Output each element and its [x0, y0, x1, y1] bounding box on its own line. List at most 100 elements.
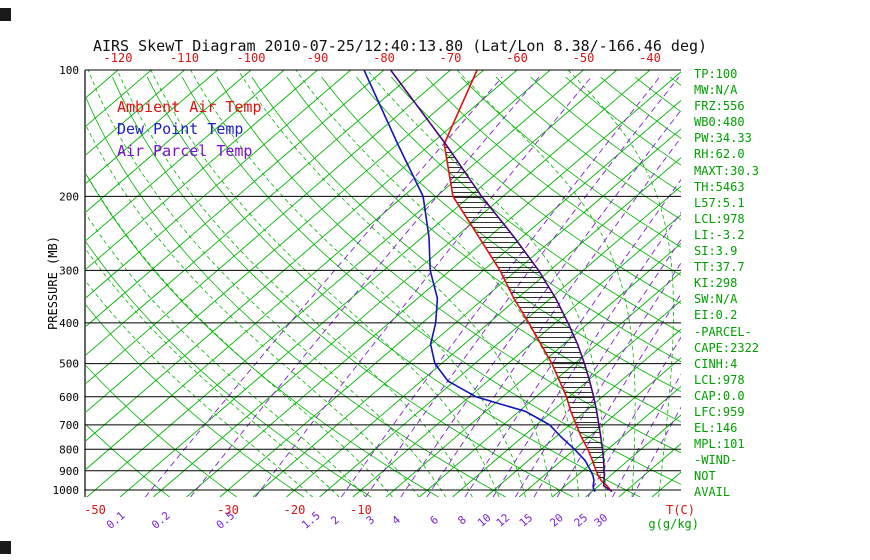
mixing-ratio-line [492, 211, 681, 497]
bottom-temp-tick-label: -50 [84, 503, 106, 517]
stats-line: MW:N/A [694, 83, 738, 98]
dry-adiabat-line [86, 365, 238, 497]
dry-adiabat-line [216, 76, 681, 454]
cape-hatch-area [444, 144, 605, 481]
chart-title: AIRS SkewT Diagram 2010-07-25/12:40:13.8… [92, 37, 708, 55]
ambient-temp-curve [443, 70, 613, 493]
sounding-curves [363, 70, 613, 493]
mixing-ratio-tick-label: 25 [572, 511, 591, 529]
window-corner-mark-bottom [0, 541, 11, 554]
moist-adiabat-line [86, 280, 314, 497]
isotherm-line [385, 242, 681, 497]
moist-adiabat-line [190, 70, 526, 497]
moist-adiabat-line [86, 248, 340, 497]
mixing-ratio-tick-label: 30 [592, 511, 611, 529]
stats-line: EI:0.2 [694, 308, 738, 323]
legend-item-dewpoint: Dew Point Temp [117, 120, 244, 138]
stats-line: EL:146 [694, 421, 738, 436]
dry-adiabat-line [86, 241, 372, 497]
dewpoint-curve [363, 70, 596, 493]
stats-line: CAPE:2322 [694, 340, 760, 355]
stats-line: RH:62.0 [694, 147, 745, 162]
dry-adiabat-line [112, 76, 574, 497]
top-temp-tick-label: -110 [170, 51, 199, 65]
top-temp-tick-label: -70 [440, 51, 462, 65]
pressure-axis-title: PRESSURE (MB) [46, 236, 60, 330]
isotherm-line [86, 70, 451, 385]
mixing-ratio-line [340, 76, 660, 497]
dry-adiabat-line [495, 76, 681, 221]
stats-line: LCL:978 [694, 211, 745, 226]
isotherm-line [86, 70, 551, 470]
moist-adiabat-line [367, 70, 606, 497]
dry-adiabat-line [356, 76, 681, 333]
mixing-ratio-line [365, 76, 680, 497]
mixing-ratio-tick-label: 6 [428, 513, 441, 527]
isotherm-line [86, 70, 584, 497]
isotherm-line [86, 70, 318, 270]
isotherm-line [86, 70, 252, 213]
stats-line: CAP:0.0 [694, 388, 745, 403]
dry-adiabat-line [86, 424, 170, 497]
mixing-ratio-line [144, 76, 503, 497]
pressure-tick-label: 100 [59, 64, 79, 77]
mixing-ratio-line [400, 109, 681, 497]
mixing-ratio-line [464, 178, 681, 497]
top-temp-tick-label: -60 [506, 51, 528, 65]
moist-adiabat-line [237, 70, 553, 497]
pressure-tick-label: 500 [59, 358, 79, 371]
legend-item-parcel: Air Parcel Temp [117, 142, 253, 160]
stats-line: MAXT:30.3 [694, 163, 760, 178]
top-temp-tick-label: -80 [373, 51, 395, 65]
isotherm-line [86, 70, 518, 442]
moist-adiabat-line [86, 124, 420, 497]
dry-adiabat-line [321, 76, 681, 363]
chart-legend: Ambient Air Temp Dew Point Temp Air Parcel… [117, 96, 262, 162]
moist-adiabat-line [86, 213, 367, 497]
stats-line: KI:298 [694, 276, 738, 291]
stats-panel: TP:100 MW:N/A FRZ:556 WB0:480 PW:34.33 RH:62.… [694, 66, 759, 501]
isotherm-line [352, 214, 681, 497]
legend-item-ambient: Ambient Air Temp [117, 98, 262, 116]
pressure-tick-label: 300 [59, 264, 79, 277]
bottom-temp-tick-label: -20 [284, 503, 306, 517]
dry-adiabat-line [460, 76, 681, 248]
dry-adiabat-line [181, 76, 681, 485]
pressure-tick-label: 1000 [53, 484, 80, 497]
window-corner-mark-top [0, 8, 11, 21]
stats-line: LCL:978 [694, 372, 745, 387]
moist-adiabat-line [457, 70, 636, 497]
mixing-ratio-tick-label: 2 [328, 513, 341, 527]
mixing-units-label: g(g/kg) [648, 517, 699, 531]
stats-line: -WIND- [694, 453, 738, 468]
isotherm-line [419, 271, 681, 497]
parcel-temp-curve [389, 70, 613, 493]
isotherm-line [86, 70, 351, 299]
mixing-ratio-line [426, 136, 681, 497]
pressure-tick-label: 700 [59, 419, 79, 432]
dry-adiabat-line [565, 76, 681, 166]
isotherm-line [86, 70, 185, 156]
moist-adiabat-line [86, 172, 393, 497]
pressure-tick-label: 800 [59, 443, 79, 456]
moist-adiabat-line [568, 70, 674, 497]
stats-line: MPL:101 [694, 437, 745, 452]
isotherm-line [452, 300, 681, 497]
stats-line: SI:3.9 [694, 244, 738, 259]
isotherm-line [319, 185, 681, 497]
mixing-ratio-tick-label: 3 [364, 513, 377, 527]
top-temp-tick-label: -100 [237, 51, 266, 65]
stats-line: FRZ:556 [694, 99, 745, 114]
stats-line: -PARCEL- [694, 324, 752, 339]
stats-line: AVAIL [694, 485, 731, 500]
stats-line: TP:100 [694, 67, 738, 81]
top-temp-tick-label: -40 [639, 51, 661, 65]
temp-units-label: T(C) [666, 503, 695, 517]
pressure-tick-label: 200 [59, 190, 79, 203]
stats-line: CINH:4 [694, 356, 738, 371]
isotherm-line [153, 70, 651, 497]
mixing-ratio-tick-label: 15 [517, 511, 536, 529]
stats-line: TH:5463 [694, 179, 745, 194]
